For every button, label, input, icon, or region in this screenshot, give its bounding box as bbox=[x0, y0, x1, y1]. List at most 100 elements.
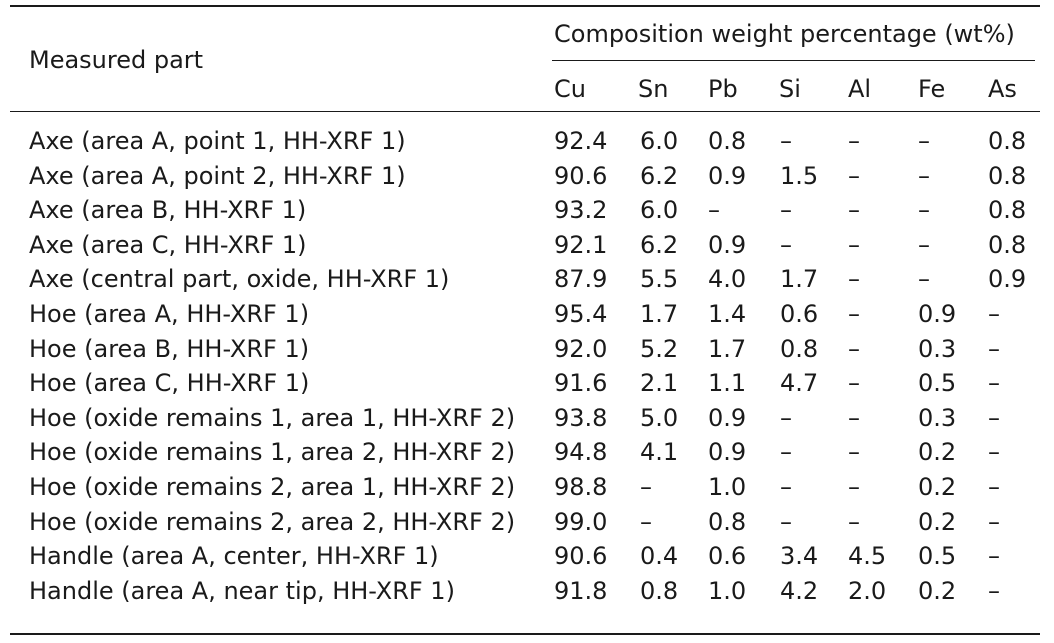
value-cell-al: 2.0 bbox=[848, 576, 887, 605]
value-cell-sn: 2.1 bbox=[640, 369, 679, 398]
measured-part-cell: Hoe (oxide remains 1, area 2, HH-XRF 2) bbox=[29, 438, 516, 467]
value-cell-as: – bbox=[988, 507, 1000, 536]
value-cell-si: 0.6 bbox=[780, 300, 819, 328]
value-cell-sn: 5.5 bbox=[640, 265, 679, 294]
value-cell-sn: – bbox=[640, 507, 652, 536]
value-cell-as: – bbox=[988, 473, 1000, 501]
table-row: Axe (central part, oxide, HH-XRF 1) 87.9 5… bbox=[0, 262, 1054, 296]
column-header-si: Si bbox=[779, 75, 801, 103]
table-row: Axe (area A, point 1, HH-XRF 1) 92.4 6.0 0.… bbox=[0, 124, 1054, 158]
value-cell-sn: 6.2 bbox=[640, 161, 679, 190]
table-row: Axe (area A, point 2, HH-XRF 1) 90.6 6.2 0.… bbox=[0, 159, 1054, 193]
value-cell-cu: 99.0 bbox=[554, 507, 608, 536]
value-cell-fe: 0.5 bbox=[918, 369, 957, 398]
table-row: Handle (area A, center, HH-XRF 1) 90.6 0.4… bbox=[0, 539, 1054, 573]
value-cell-fe: 0.2 bbox=[918, 438, 957, 467]
value-cell-as: 0.8 bbox=[988, 230, 1027, 259]
value-cell-pb: 0.9 bbox=[708, 403, 747, 432]
value-cell-as: – bbox=[988, 334, 1000, 363]
value-cell-fe: 0.5 bbox=[918, 542, 957, 571]
value-cell-si: – bbox=[780, 507, 792, 536]
value-cell-si: 4.7 bbox=[780, 369, 819, 398]
value-cell-pb: 1.1 bbox=[708, 369, 747, 398]
value-cell-cu: 98.8 bbox=[554, 473, 608, 501]
value-cell-cu: 93.2 bbox=[554, 196, 608, 225]
value-cell-as: – bbox=[988, 369, 1000, 398]
value-cell-fe: – bbox=[918, 127, 930, 155]
value-cell-fe: 0.2 bbox=[918, 507, 957, 536]
value-cell-fe: – bbox=[918, 196, 930, 225]
column-header-sn: Sn bbox=[638, 75, 669, 103]
measured-part-cell: Axe (area B, HH-XRF 1) bbox=[29, 196, 307, 225]
value-cell-si: 1.5 bbox=[780, 161, 819, 190]
value-cell-as: 0.9 bbox=[988, 265, 1027, 294]
column-header-as: As bbox=[988, 75, 1017, 103]
value-cell-al: – bbox=[848, 127, 860, 155]
table-row: Hoe (oxide remains 2, area 2, HH-XRF 2) 9… bbox=[0, 505, 1054, 539]
value-cell-pb: 1.7 bbox=[708, 334, 747, 363]
value-cell-si: 1.7 bbox=[780, 265, 819, 294]
value-cell-pb: 1.0 bbox=[708, 473, 747, 501]
value-cell-cu: 93.8 bbox=[554, 403, 608, 432]
value-cell-as: 0.8 bbox=[988, 196, 1027, 225]
value-cell-al: – bbox=[848, 265, 860, 294]
value-cell-al: – bbox=[848, 334, 860, 363]
measured-part-header: Measured part bbox=[29, 46, 204, 74]
table-row: Axe (area B, HH-XRF 1) 93.2 6.0– – – –0.8 bbox=[0, 193, 1054, 227]
value-cell-as: – bbox=[988, 576, 1000, 605]
measured-part-cell: Hoe (oxide remains 1, area 1, HH-XRF 2) bbox=[29, 403, 516, 432]
value-cell-as: – bbox=[988, 542, 1000, 571]
value-cell-si: 0.8 bbox=[780, 334, 819, 363]
value-cell-pb: 0.9 bbox=[708, 438, 747, 467]
measured-part-cell: Hoe (area B, HH-XRF 1) bbox=[29, 334, 310, 363]
value-cell-cu: 94.8 bbox=[554, 438, 608, 467]
value-cell-as: – bbox=[988, 438, 1000, 467]
value-cell-cu: 92.4 bbox=[554, 127, 608, 155]
value-cell-pb: 4.0 bbox=[708, 265, 747, 294]
value-cell-as: – bbox=[988, 300, 1000, 328]
value-cell-al: – bbox=[848, 473, 860, 501]
header-bottom-rule bbox=[10, 111, 1040, 112]
value-cell-as: – bbox=[988, 403, 1000, 432]
column-header-cu: Cu bbox=[554, 75, 586, 103]
value-cell-al: – bbox=[848, 161, 860, 190]
value-cell-sn: 5.2 bbox=[640, 334, 679, 363]
group-header-rule bbox=[552, 60, 1035, 61]
value-cell-pb: 0.9 bbox=[708, 230, 747, 259]
value-cell-pb: 0.8 bbox=[708, 507, 747, 536]
value-cell-pb: – bbox=[708, 196, 720, 225]
value-cell-sn: 0.4 bbox=[640, 542, 679, 571]
value-cell-si: 4.2 bbox=[780, 576, 819, 605]
value-cell-sn: 6.0 bbox=[640, 127, 679, 155]
value-cell-sn: – bbox=[640, 473, 652, 501]
value-cell-sn: 4.1 bbox=[640, 438, 679, 467]
value-cell-al: – bbox=[848, 438, 860, 467]
value-cell-cu: 95.4 bbox=[554, 300, 608, 328]
value-cell-fe: 0.2 bbox=[918, 473, 957, 501]
value-cell-al: – bbox=[848, 369, 860, 398]
value-cell-cu: 91.6 bbox=[554, 369, 608, 398]
value-cell-cu: 87.9 bbox=[554, 265, 608, 294]
value-cell-sn: 1.7 bbox=[640, 300, 679, 328]
value-cell-al: – bbox=[848, 300, 860, 328]
value-cell-si: – bbox=[780, 473, 792, 501]
table-row: Handle (area A, near tip, HH-XRF 1) 91.8 0… bbox=[0, 574, 1054, 608]
value-cell-si: – bbox=[780, 403, 792, 432]
measured-part-cell: Hoe (area A, HH-XRF 1) bbox=[29, 300, 310, 328]
value-cell-pb: 1.0 bbox=[708, 576, 747, 605]
value-cell-fe: 0.3 bbox=[918, 403, 957, 432]
value-cell-al: – bbox=[848, 507, 860, 536]
value-cell-sn: 5.0 bbox=[640, 403, 679, 432]
measured-part-cell: Hoe (oxide remains 2, area 2, HH-XRF 2) bbox=[29, 507, 516, 536]
measured-part-cell: Hoe (area C, HH-XRF 1) bbox=[29, 369, 310, 398]
value-cell-si: – bbox=[780, 196, 792, 225]
value-cell-cu: 90.6 bbox=[554, 542, 608, 571]
table-row: Hoe (area C, HH-XRF 1) 91.6 2.1 1.1 4.7–0.5– bbox=[0, 366, 1054, 400]
value-cell-si: – bbox=[780, 230, 792, 259]
value-cell-al: – bbox=[848, 403, 860, 432]
measured-part-cell: Axe (central part, oxide, HH-XRF 1) bbox=[29, 265, 450, 294]
value-cell-cu: 92.1 bbox=[554, 230, 608, 259]
table-row: Hoe (oxide remains 1, area 2, HH-XRF 2) 9… bbox=[0, 435, 1054, 469]
value-cell-si: – bbox=[780, 438, 792, 467]
